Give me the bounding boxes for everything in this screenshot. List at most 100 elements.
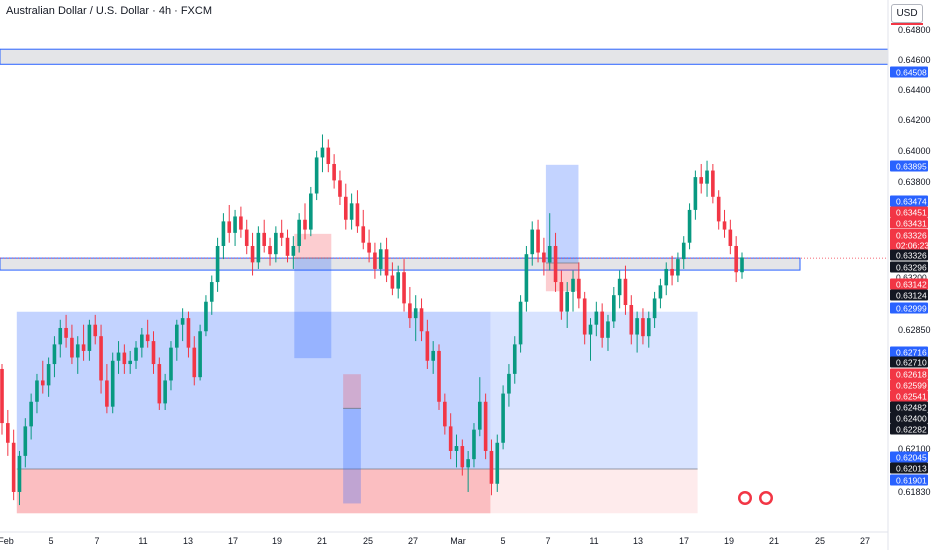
candle-body[interactable] — [716, 196, 721, 222]
candle-body[interactable] — [198, 331, 202, 378]
candle-body[interactable] — [518, 301, 523, 345]
candle-body[interactable] — [116, 352, 121, 361]
candle-body[interactable] — [17, 455, 22, 492]
candle-body[interactable] — [600, 311, 604, 338]
candle-body[interactable] — [134, 347, 138, 361]
candle-body[interactable] — [617, 278, 622, 296]
candle-body[interactable] — [699, 177, 704, 184]
candle-body[interactable] — [530, 229, 535, 255]
short-feb27-target-zone[interactable] — [294, 258, 332, 359]
candle-body[interactable] — [192, 347, 197, 378]
candle-body[interactable] — [70, 337, 74, 358]
candle-body[interactable] — [93, 324, 98, 337]
candle-body[interactable] — [110, 360, 115, 407]
candle-body[interactable] — [35, 380, 39, 402]
candle-body[interactable] — [297, 219, 301, 246]
candle-body[interactable] — [233, 216, 237, 233]
candle-body[interactable] — [285, 237, 290, 256]
candle-body[interactable] — [687, 209, 692, 243]
candle-body[interactable] — [343, 196, 348, 220]
candle-body[interactable] — [641, 318, 645, 337]
long-mar4-stop-zone[interactable] — [343, 374, 361, 409]
candle-body[interactable] — [489, 450, 494, 484]
candle-body[interactable] — [332, 163, 336, 181]
candle-body[interactable] — [23, 426, 28, 456]
candle-body[interactable] — [303, 219, 307, 230]
candle-body[interactable] — [378, 249, 383, 269]
candle-body[interactable] — [99, 336, 103, 381]
candle-body[interactable] — [180, 318, 185, 325]
candle-body[interactable] — [256, 232, 261, 263]
candle-body[interactable] — [425, 331, 430, 361]
candle-body[interactable] — [542, 252, 546, 263]
candle-body[interactable] — [140, 334, 144, 348]
candle-body[interactable] — [711, 170, 715, 197]
candle-body[interactable] — [740, 257, 744, 273]
candle-body[interactable] — [122, 352, 127, 365]
candle-body[interactable] — [157, 364, 162, 404]
candle-body[interactable] — [582, 298, 587, 335]
candle-body[interactable] — [244, 229, 249, 246]
candle-body[interactable] — [454, 446, 459, 451]
candle-body[interactable] — [483, 401, 488, 451]
candle-body[interactable] — [588, 324, 593, 335]
candle-body[interactable] — [145, 334, 150, 342]
candle-body[interactable] — [169, 347, 173, 381]
candle-body[interactable] — [186, 318, 191, 348]
candle-body[interactable] — [40, 380, 45, 386]
long-feb-stop-zone[interactable] — [16, 469, 491, 514]
candle-body[interactable] — [577, 278, 581, 299]
candle-body[interactable] — [635, 318, 639, 335]
candle-body[interactable] — [309, 193, 313, 230]
candle-body[interactable] — [320, 147, 325, 158]
candle-body[interactable] — [163, 380, 167, 404]
candle-body[interactable] — [262, 232, 267, 246]
candle-body[interactable] — [239, 216, 243, 230]
candle-body[interactable] — [547, 245, 552, 263]
candle-body[interactable] — [501, 393, 505, 443]
candle-body[interactable] — [338, 180, 342, 197]
candle-body[interactable] — [209, 282, 214, 302]
candle-body[interactable] — [291, 245, 296, 256]
candle-body[interactable] — [536, 229, 540, 253]
candle-body[interactable] — [705, 170, 709, 184]
candle-body[interactable] — [373, 252, 377, 269]
candle-body[interactable] — [274, 232, 278, 255]
candle-body[interactable] — [81, 344, 86, 351]
time-axis[interactable]: Feb 5 7 11 13 17 19 21 25 27 Mar 5 7 11 13 17 19 21 25 27 — [0, 531, 888, 546]
candle-body[interactable] — [349, 203, 354, 220]
candle-body[interactable] — [495, 442, 500, 484]
long-mar4-target-zone[interactable] — [343, 408, 361, 504]
candle-body[interactable] — [75, 344, 80, 358]
candle-body[interactable] — [693, 177, 698, 210]
candle-body[interactable] — [460, 446, 465, 468]
candle-body[interactable] — [128, 360, 132, 365]
candle-body[interactable] — [174, 324, 179, 348]
candle-body[interactable] — [384, 249, 389, 276]
candle-body[interactable] — [553, 245, 558, 283]
candle-body[interactable] — [681, 242, 686, 260]
candle-body[interactable] — [676, 259, 680, 276]
price-axis[interactable]: 0.64800 0.64600 0.64400 0.64200 0.64000 0.638… — [887, 0, 932, 550]
candle-body[interactable] — [326, 147, 331, 164]
support-zone[interactable] — [0, 257, 801, 271]
candle-body[interactable] — [652, 298, 657, 319]
candle-body[interactable] — [512, 344, 517, 374]
candle-body[interactable] — [559, 282, 564, 312]
candle-body[interactable] — [227, 221, 232, 233]
candle-body[interactable] — [734, 245, 738, 273]
candle-body[interactable] — [268, 245, 272, 255]
candle-body[interactable] — [565, 291, 570, 312]
candle-body[interactable] — [29, 401, 33, 427]
currency-button[interactable]: USD — [891, 4, 923, 23]
candle-body[interactable] — [390, 275, 395, 289]
candle-body[interactable] — [204, 301, 208, 332]
candle-body[interactable] — [367, 242, 371, 253]
candle-body[interactable] — [46, 364, 51, 386]
candle-body[interactable] — [466, 459, 470, 468]
candle-body[interactable] — [64, 327, 68, 338]
candle-body[interactable] — [629, 305, 634, 335]
candle-body[interactable] — [355, 203, 360, 227]
candle-body[interactable] — [448, 426, 453, 451]
